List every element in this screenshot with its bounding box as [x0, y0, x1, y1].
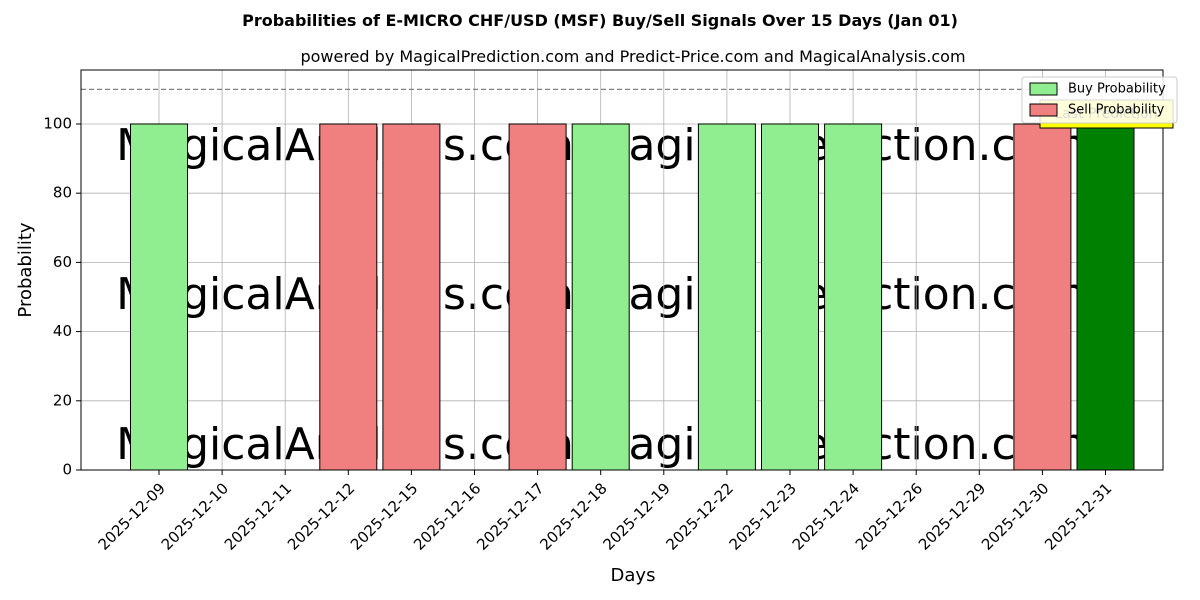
y-tick-label: 80	[53, 184, 72, 202]
chart-subtitle: powered by MagicalPrediction.com and Pre…	[300, 47, 965, 66]
y-tick-label: 0	[62, 461, 72, 479]
x-tick-label: 2025-12-29	[915, 479, 989, 553]
bar	[571, 123, 630, 471]
chart-title: Probabilities of E-MICRO CHF/USD (MSF) B…	[242, 11, 958, 30]
x-tick-label: 2025-12-30	[978, 479, 1052, 553]
bar	[130, 123, 188, 471]
bar	[761, 123, 819, 471]
x-axis-label: Days	[611, 565, 656, 586]
legend-label: Buy Probability	[1068, 82, 1166, 97]
bar	[382, 123, 441, 471]
plot-frame	[80, 69, 1164, 471]
x-tick-label: 2025-12-17	[473, 479, 547, 553]
legend-box	[1021, 76, 1178, 124]
y-axis-label: Probability	[15, 222, 36, 317]
y-tick-label: 20	[53, 391, 72, 409]
x-tick-label: 2025-12-18	[536, 479, 610, 553]
x-tick-label: 2025-12-22	[663, 479, 737, 553]
bar	[319, 123, 378, 471]
x-tick-label: 2025-12-16	[410, 479, 484, 553]
bar	[697, 123, 756, 471]
legend-swatch	[1029, 103, 1058, 117]
y-tick-label: 40	[53, 322, 72, 340]
bar	[824, 123, 883, 471]
y-tick-label: 60	[53, 253, 72, 271]
x-tick-label: 2025-12-31	[1041, 479, 1115, 553]
legend-label: Sell Probability	[1068, 103, 1165, 118]
bar	[1013, 123, 1072, 471]
x-tick-label: 2025-12-11	[221, 479, 295, 553]
x-tick-label: 2025-12-26	[852, 479, 926, 553]
x-tick-label: 2025-12-19	[599, 479, 673, 553]
bar	[508, 123, 567, 471]
y-tick-label: 100	[43, 114, 72, 132]
x-tick-label: 2025-12-09	[95, 479, 169, 553]
x-tick-label: 2025-12-10	[158, 479, 232, 553]
x-tick-label: 2025-12-15	[347, 479, 421, 553]
bar	[1076, 123, 1135, 471]
x-tick-label: 2025-12-24	[789, 479, 863, 553]
x-tick-label: 2025-12-23	[726, 479, 800, 553]
legend-swatch	[1029, 82, 1058, 96]
x-tick-label: 2025-12-12	[284, 479, 358, 553]
